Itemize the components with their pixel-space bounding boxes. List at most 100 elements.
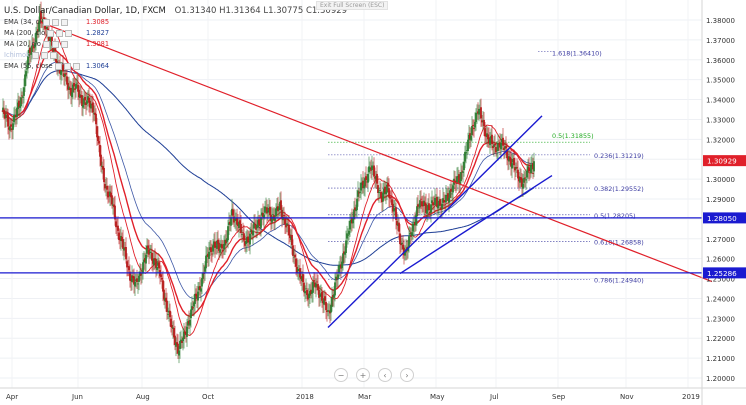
settings-icon[interactable]	[51, 40, 59, 48]
close-value: C1.30929	[305, 6, 348, 16]
settings-icon[interactable]	[56, 29, 64, 37]
candle-body	[393, 208, 395, 212]
candle-body	[350, 219, 352, 223]
candle-body	[228, 222, 230, 226]
candle-body	[65, 73, 67, 75]
settings-icon[interactable]	[63, 62, 71, 70]
candle-body	[86, 100, 88, 104]
price-label-bg	[703, 212, 746, 224]
candle-body	[203, 273, 205, 274]
candle-body	[446, 195, 448, 197]
candle-body	[239, 220, 241, 225]
candle-body	[379, 190, 381, 191]
candle-body	[419, 200, 421, 208]
settings-icon[interactable]	[52, 18, 60, 26]
candle-body	[187, 321, 189, 326]
candle-body	[381, 196, 383, 203]
legend-ichimoku[interactable]: Ichimok	[4, 51, 57, 59]
candle-body	[119, 238, 121, 241]
candle-body	[216, 240, 218, 249]
high-value: H1.31364	[219, 6, 261, 16]
candle-body	[478, 108, 480, 115]
candle-body	[40, 10, 42, 20]
candle-body	[415, 215, 417, 226]
candle-body	[371, 165, 373, 171]
candle-body	[392, 203, 394, 212]
legend-ema34[interactable]: EMA (34, cl 1.3085	[4, 18, 109, 26]
candle-body	[226, 238, 228, 242]
candle-body	[276, 206, 278, 211]
scroll-left-icon[interactable]: ‹	[378, 368, 392, 382]
candle-body	[346, 233, 348, 239]
candle-body	[449, 190, 451, 198]
symbol-title: U.S. Dollar/Canadian Dollar, 1D, FXCM	[4, 6, 166, 16]
candle-body	[417, 204, 419, 207]
candle-body	[300, 276, 302, 280]
candle-body	[287, 225, 289, 226]
candle-body	[115, 221, 117, 228]
candle-body	[385, 191, 387, 195]
candle-body	[303, 282, 305, 293]
candle-body	[110, 192, 112, 198]
candle-body	[202, 272, 204, 279]
candle-body	[114, 205, 116, 220]
legend-ma20[interactable]: MA (20, clo 1.3081	[4, 40, 109, 48]
candle-body	[291, 234, 293, 246]
candle-body	[486, 133, 488, 138]
zoom-out-icon[interactable]: −	[334, 368, 348, 382]
candle-body	[464, 151, 466, 162]
candle-body	[128, 266, 130, 271]
candle-body	[267, 210, 269, 212]
exit-fullscreen-button[interactable]: Exit Full Screen (ESC)	[316, 1, 389, 10]
candle-body	[104, 184, 106, 189]
fib-label: 0.5(1.31855)	[552, 132, 594, 140]
y-tick-label: 1.29000	[706, 196, 735, 204]
candle-body	[318, 289, 320, 298]
candle-body	[462, 171, 464, 173]
candle-body	[75, 84, 77, 89]
candle-body	[434, 197, 436, 205]
close-icon[interactable]	[60, 40, 68, 48]
eye-icon[interactable]	[43, 18, 51, 26]
y-tick-label: 1.36000	[706, 57, 735, 65]
candle-body	[515, 166, 517, 169]
candle-body	[351, 218, 353, 224]
eye-icon[interactable]	[42, 40, 50, 48]
candle-body	[96, 126, 98, 138]
scroll-right-icon[interactable]: ›	[400, 368, 414, 382]
candle-body	[316, 281, 318, 283]
legend-ema55[interactable]: EMA (55, close 1.3064	[4, 62, 109, 70]
zoom-in-icon[interactable]: +	[356, 368, 370, 382]
candle-body	[292, 245, 294, 256]
candle-body	[188, 320, 190, 324]
candle-body	[398, 222, 400, 232]
candle-body	[481, 120, 483, 123]
candle-body	[338, 265, 340, 273]
eye-icon[interactable]	[54, 62, 62, 70]
candle-body	[147, 245, 149, 249]
eye-icon[interactable]	[47, 29, 55, 37]
candle-body	[528, 167, 530, 172]
candle-body	[513, 158, 515, 166]
candle-body	[189, 319, 191, 326]
candle-body	[89, 100, 91, 108]
candle-body	[144, 257, 146, 262]
legend-ma200[interactable]: MA (200, clo 1.2827	[4, 29, 109, 37]
candle-body	[372, 167, 374, 169]
candle-body	[195, 293, 197, 296]
candle-body	[18, 100, 20, 107]
settings-icon[interactable]	[40, 51, 48, 59]
candle-body	[79, 94, 81, 98]
candle-body	[352, 217, 354, 224]
candle-body	[488, 137, 490, 144]
candle-body	[344, 252, 346, 255]
eye-icon[interactable]	[31, 51, 39, 59]
close-icon[interactable]	[61, 18, 69, 26]
candle-body	[9, 126, 11, 131]
candle-body	[428, 203, 430, 211]
candle-body	[54, 48, 56, 52]
close-icon[interactable]	[65, 29, 73, 37]
close-icon[interactable]	[72, 62, 80, 70]
close-icon[interactable]	[49, 51, 57, 59]
